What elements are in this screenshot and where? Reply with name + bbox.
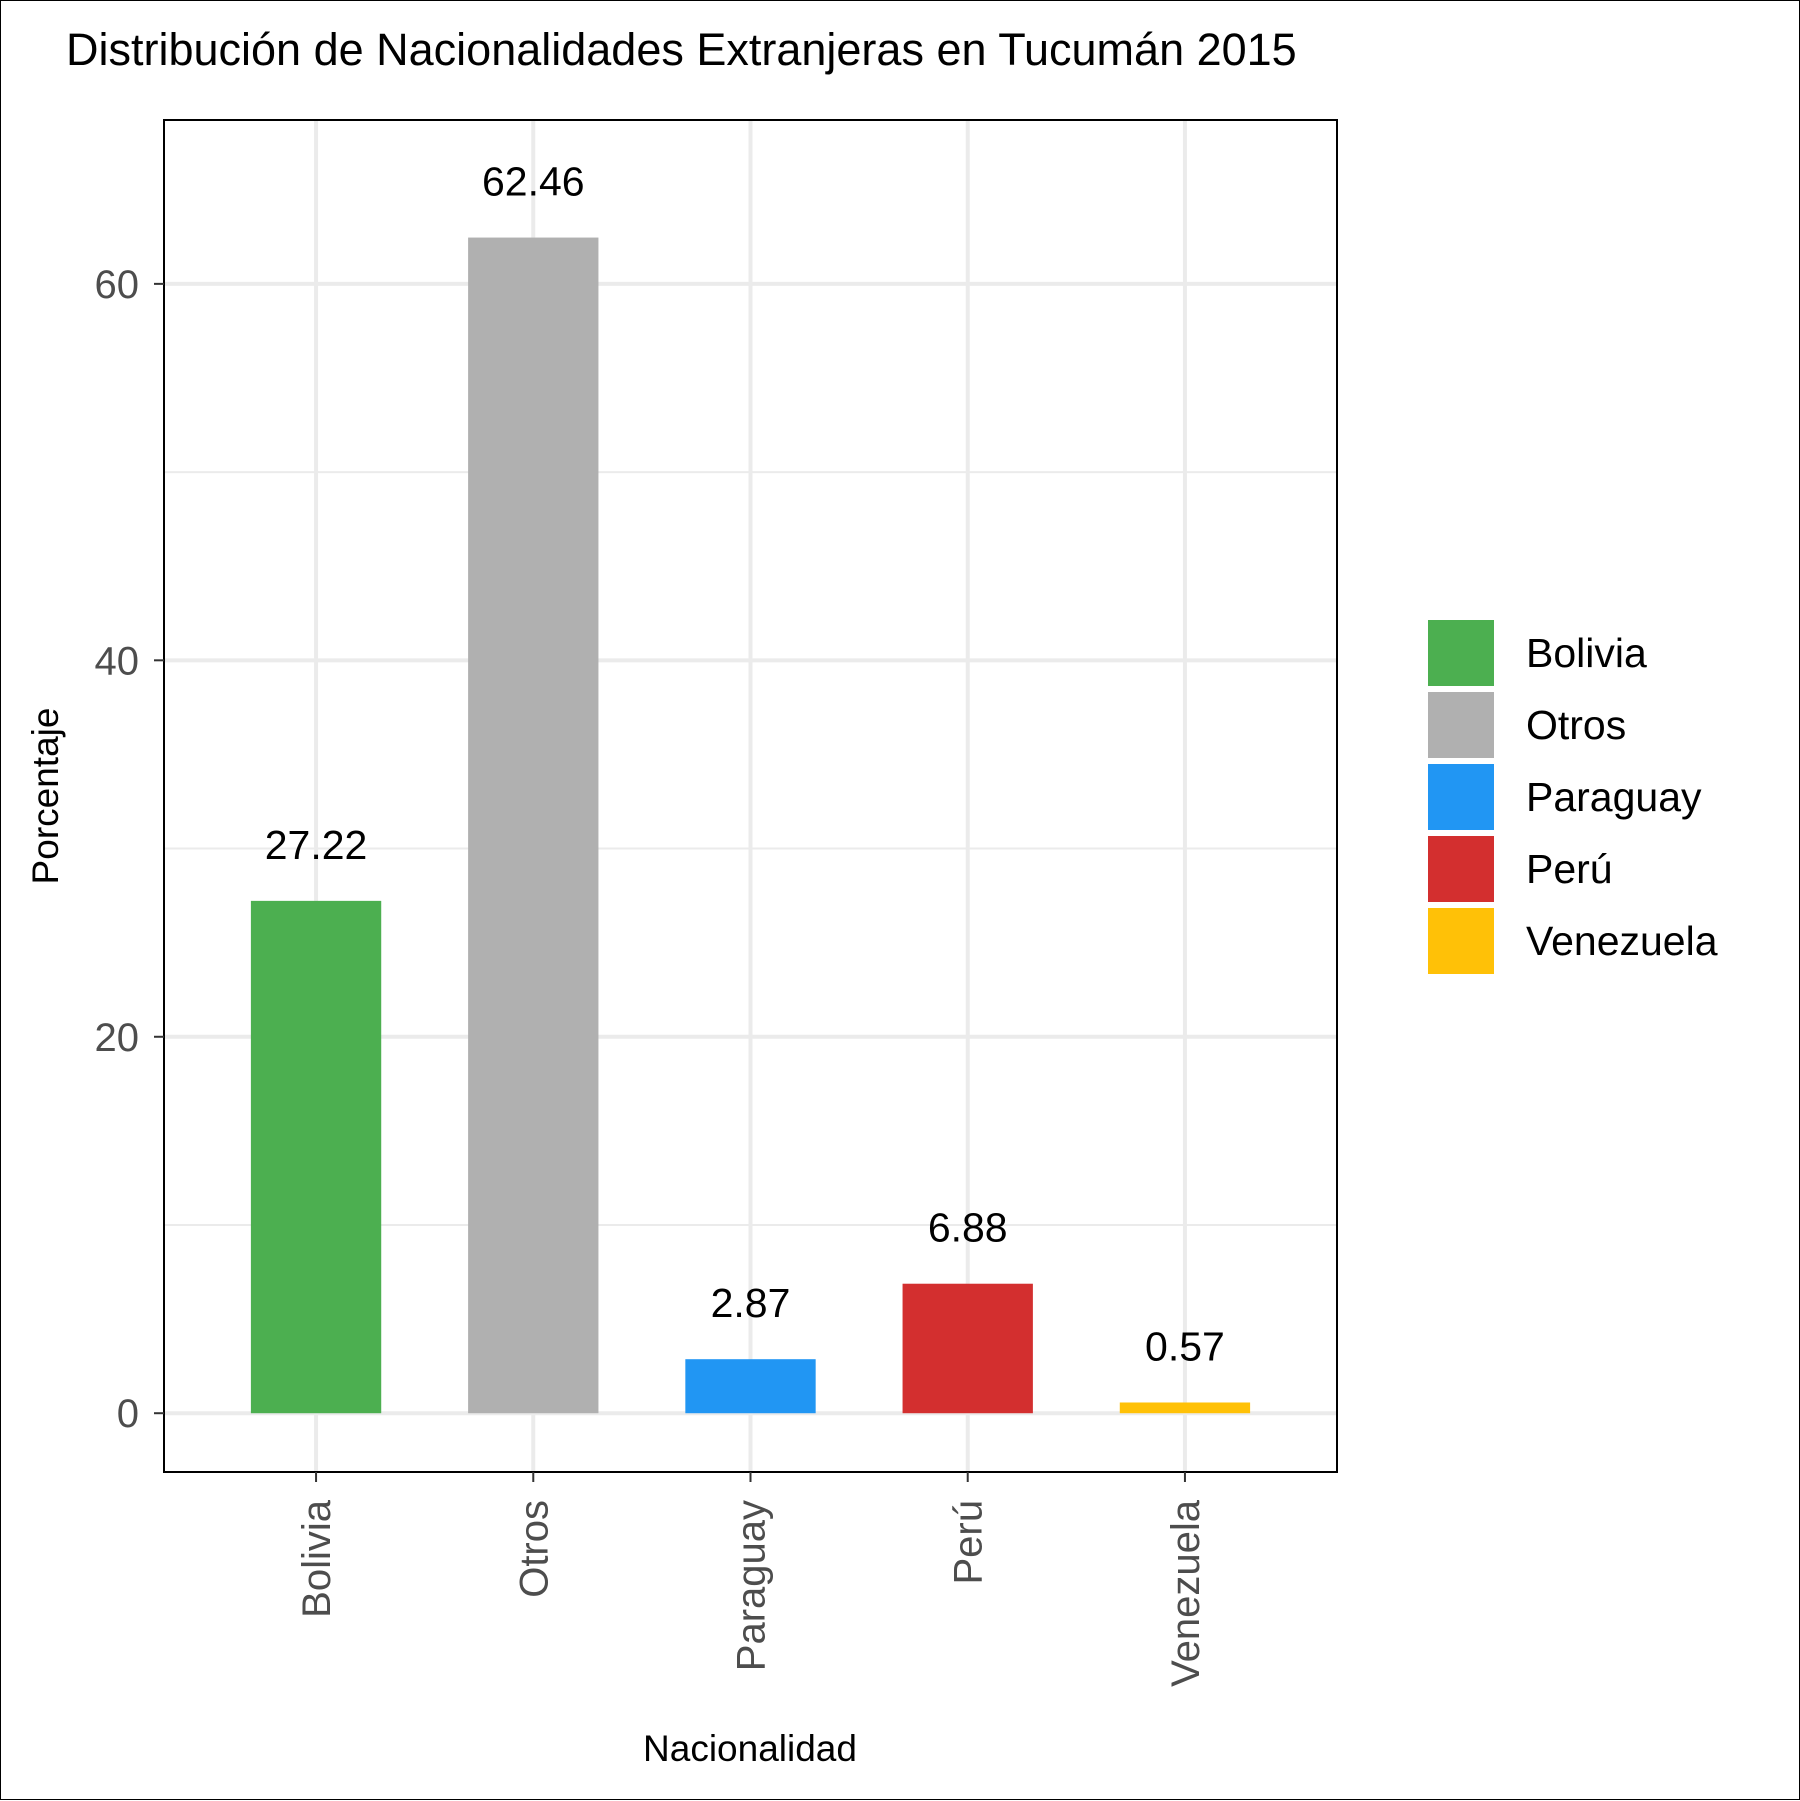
x-tick-label: Paraguay bbox=[730, 1500, 774, 1671]
legend-key bbox=[1428, 764, 1494, 830]
bar-venezuela bbox=[1119, 1402, 1251, 1414]
bars bbox=[250, 237, 1251, 1414]
chart-title: Distribución de Nacionalidades Extranjer… bbox=[66, 24, 1297, 75]
legend-label: Otros bbox=[1526, 702, 1626, 748]
x-tick-label: Perú bbox=[947, 1500, 991, 1585]
bar-otros bbox=[468, 237, 599, 1414]
y-axis-title: Porcentaje bbox=[25, 708, 66, 885]
bar-paraguay bbox=[685, 1359, 816, 1414]
x-tick-label: Otros bbox=[512, 1500, 556, 1598]
x-axis-title: Nacionalidad bbox=[643, 1728, 857, 1769]
legend-label: Bolivia bbox=[1526, 630, 1647, 676]
data-labels: 27.22 62.46 2.87 6.88 0.57 bbox=[265, 159, 1225, 1370]
data-label: 6.88 bbox=[928, 1205, 1008, 1251]
y-tick-label: 20 bbox=[95, 1016, 140, 1060]
legend-key bbox=[1428, 620, 1494, 686]
data-label: 27.22 bbox=[265, 822, 368, 868]
legend-label: Perú bbox=[1526, 846, 1613, 892]
data-label: 0.57 bbox=[1145, 1323, 1225, 1369]
x-axis-ticks: Bolivia Otros Paraguay Perú Venezuela bbox=[295, 1472, 1208, 1687]
legend: Bolivia Otros Paraguay Perú Venezuela bbox=[1428, 620, 1718, 974]
data-label: 2.87 bbox=[711, 1280, 791, 1326]
y-tick-label: 60 bbox=[95, 263, 140, 307]
legend-key bbox=[1428, 836, 1494, 902]
legend-label: Paraguay bbox=[1526, 774, 1702, 820]
y-axis-ticks: 0 20 40 60 bbox=[95, 263, 164, 1436]
data-label: 62.46 bbox=[482, 159, 585, 205]
x-tick-label: Venezuela bbox=[1164, 1499, 1208, 1687]
legend-key bbox=[1428, 908, 1494, 974]
legend-label: Venezuela bbox=[1526, 918, 1718, 964]
y-tick-label: 0 bbox=[117, 1392, 139, 1436]
y-tick-label: 40 bbox=[95, 639, 140, 683]
bar-bolivia bbox=[250, 900, 382, 1414]
legend-key bbox=[1428, 692, 1494, 758]
x-tick-label: Bolivia bbox=[295, 1499, 339, 1618]
bar-perú bbox=[902, 1283, 1033, 1414]
